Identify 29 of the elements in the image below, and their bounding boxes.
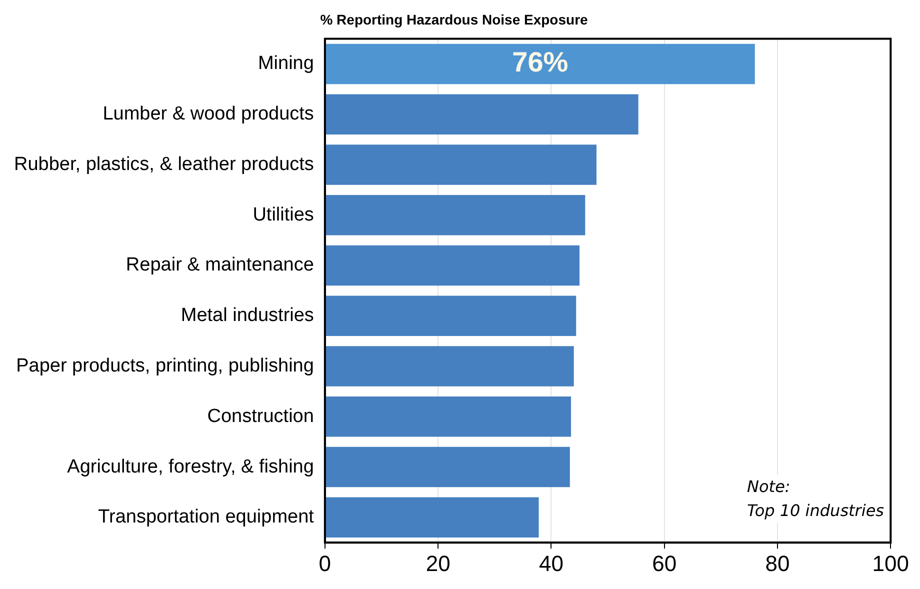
bar [325,44,755,84]
y-tick-label: Construction [207,406,314,427]
bar [325,497,539,538]
bar [325,446,570,488]
y-tick-label: Paper products, printing, publishing [16,356,314,377]
x-tick-label: 0 [318,550,332,576]
annotation: Note: Top 10 industries [747,475,884,523]
bar [325,346,574,386]
x-tick-label: 20 [426,550,450,576]
bar [325,396,572,437]
y-tick-label: Repair & maintenance [126,254,314,276]
y-tick-label: Lumber & wood products [102,104,314,125]
x-tick-label: 60 [652,550,677,576]
y-tick-label: Mining [258,53,314,74]
bar [325,296,576,336]
y-tick-label: Agriculture, forestry, & fishing [67,456,314,478]
y-tick-label: Metal industries [180,305,314,326]
bar [325,194,586,236]
bar [325,94,638,135]
data-label: 76% [512,46,568,78]
bar [325,245,580,286]
x-tick-label: 80 [765,550,790,576]
y-tick-label: Rubber, plastics, & leather products [14,154,314,175]
y-tick-label: Utilities [252,204,314,226]
x-tick-label: 100 [872,550,910,576]
bar [325,144,596,185]
chart-title: % Reporting Hazardous Noise Exposure [320,11,588,28]
x-tick-label: 40 [538,550,564,576]
y-tick-label: Transportation equipment [98,506,315,528]
